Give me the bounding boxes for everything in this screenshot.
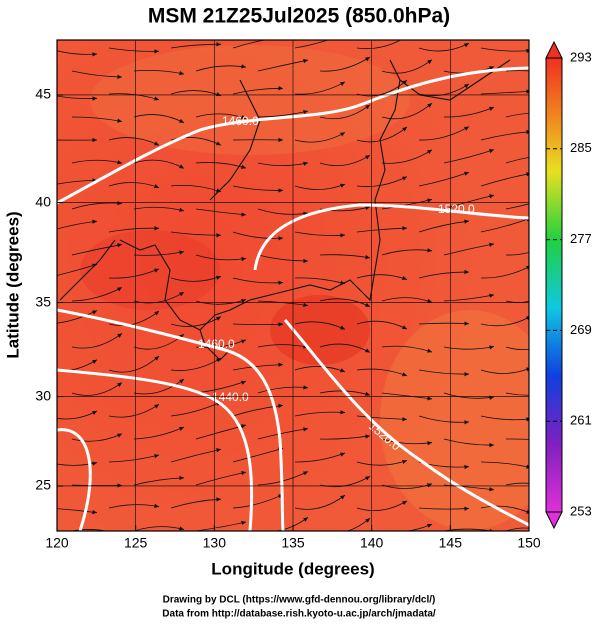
y-tick-label: 40	[35, 193, 51, 209]
streamline-arrow	[340, 34, 345, 38]
map-field	[47, 34, 560, 537]
x-tick-label: 130	[203, 535, 227, 551]
streamline-arrow	[278, 36, 283, 40]
y-tick-label: 30	[35, 387, 51, 403]
colorbar	[546, 58, 562, 512]
footer-text: Data from http://database.rish.kyoto-u.a…	[162, 609, 436, 620]
x-tick-label: 145	[439, 535, 463, 551]
x-axis-label: Longitude (degrees)	[211, 559, 374, 578]
x-tick-label: 120	[45, 535, 69, 551]
colorbar-extend-bottom	[546, 512, 562, 528]
contour-label: 1460.0	[222, 114, 259, 128]
colorbar-tick-label: 293	[570, 49, 592, 64]
chart-title: MSM 21Z25Jul2025 (850.0hPa)	[148, 5, 450, 28]
y-tick-label: 45	[35, 86, 51, 102]
footer-text: Drawing by DCL (https://www.gfd-dennou.o…	[163, 595, 436, 606]
x-tick-label: 140	[360, 535, 384, 551]
field-patch	[80, 230, 220, 310]
y-tick-label: 35	[35, 293, 51, 309]
streamline-arrow	[117, 532, 122, 536]
colorbar-tick-label: 253	[570, 503, 592, 518]
colorbar-extend-top	[546, 42, 562, 58]
y-axis-label: Latitude (degrees)	[3, 211, 22, 358]
colorbar-tick-label: 261	[570, 413, 592, 428]
contour-label: 1520.0	[438, 202, 475, 216]
x-tick-label: 125	[124, 535, 148, 551]
contour-label: 1440.0	[212, 390, 249, 404]
field-patch	[270, 295, 370, 365]
streamline-arrow	[551, 532, 556, 536]
y-tick-label: 25	[35, 477, 51, 493]
colorbar-tick-label: 269	[570, 322, 592, 337]
colorbar-tick-label: 285	[570, 140, 592, 155]
colorbar-tick-label: 277	[570, 231, 592, 246]
x-tick-label: 150	[517, 535, 541, 551]
field-patch	[380, 310, 560, 530]
contour-label: 1460.0	[198, 337, 235, 351]
x-tick-label: 135	[281, 535, 305, 551]
